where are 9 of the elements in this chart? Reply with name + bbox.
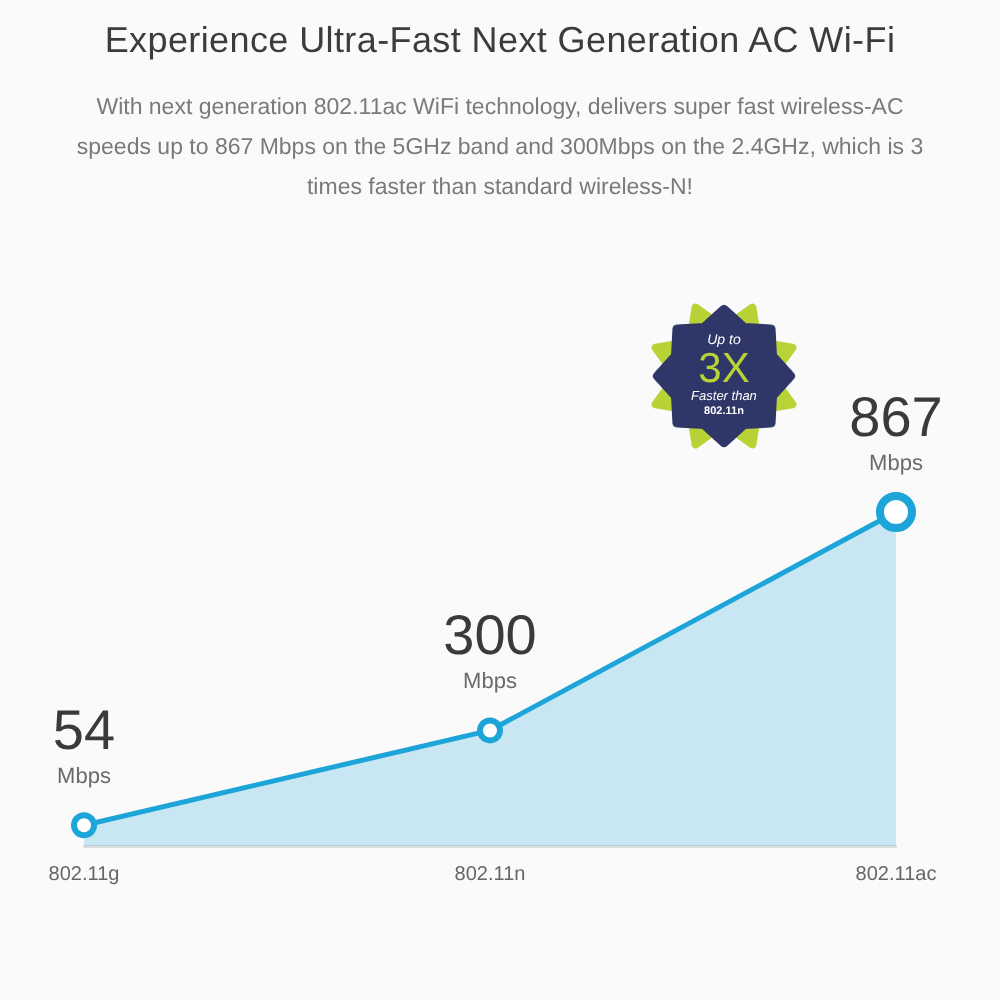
- chart-subtitle: With next generation 802.11ac WiFi technology, delivers super fast wireless-AC speeds up to 867 Mbps on the 5GHz band and 300Mbps on the 2.4GHz, which is 3 times faster than standard wireless-N!: [74, 94, 926, 204]
- data-label: 867 Mbps: [849, 386, 943, 476]
- x-tick-label: 802.11g: [48, 863, 120, 886]
- chart-title: Experience Ultra-Fast Next Generation AC Wi-Fi: [102, 20, 898, 62]
- text: 3X: [698, 346, 750, 393]
- x-tick-label: 802.11ac: [855, 863, 937, 886]
- data-label: 54 Mbps: [52, 699, 116, 790]
- data-label: 300 Mbps: [443, 604, 537, 695]
- x-tick-label: 802.11n: [454, 863, 526, 886]
